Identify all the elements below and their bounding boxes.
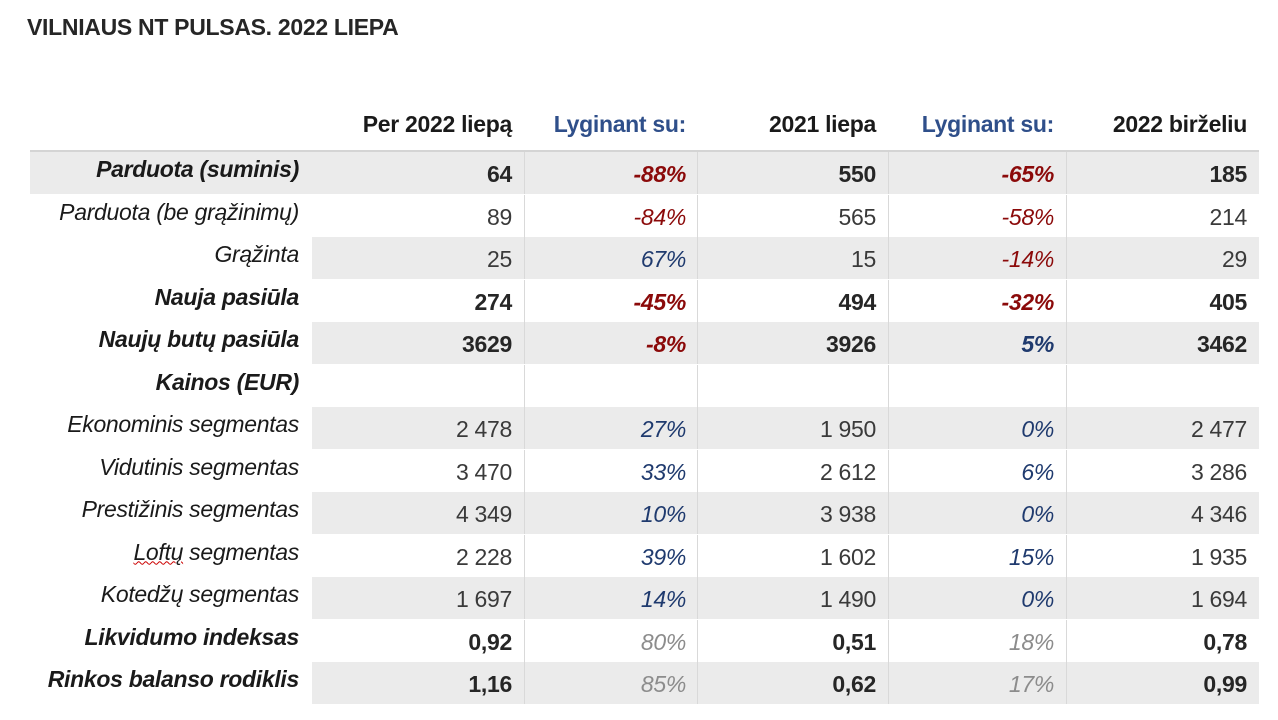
table-row: Vidutinis segmentas 3 470 33% 2 612 6% 3… bbox=[0, 449, 1278, 493]
row-label: Prestižinis segmentas bbox=[81, 496, 300, 522]
row-label: Naujų butų pasiūla bbox=[98, 326, 300, 352]
change-vs-prev-month: 6% bbox=[1021, 458, 1054, 485]
change-vs-prev-year: 27% bbox=[640, 416, 686, 442]
change-vs-prev-month: -58% bbox=[1001, 203, 1055, 230]
section-label: Kainos (EUR) bbox=[155, 368, 300, 395]
change-vs-prev-year: -84% bbox=[633, 203, 687, 230]
value-prev-year: 0,51 bbox=[832, 628, 876, 655]
value-current: 2 478 bbox=[455, 416, 512, 442]
change-vs-prev-month: 5% bbox=[1021, 331, 1054, 357]
change-vs-prev-year: -8% bbox=[645, 331, 686, 357]
change-vs-prev-month: -32% bbox=[1001, 288, 1055, 315]
table-row: Parduota (be grąžinimų) 89 -84% 565 -58%… bbox=[0, 194, 1278, 238]
table-row: Grąžinta 25 67% 15 -14% 29 bbox=[0, 237, 1278, 280]
value-prev-year: 1 602 bbox=[819, 543, 876, 570]
value-prev-month: 1 935 bbox=[1190, 543, 1247, 570]
value-prev-year: 3926 bbox=[826, 331, 876, 357]
change-vs-prev-month: 18% bbox=[1008, 628, 1054, 655]
spellcheck-word: Loftų bbox=[133, 538, 184, 565]
value-prev-month: 214 bbox=[1209, 203, 1248, 230]
value-prev-year: 1 490 bbox=[819, 586, 876, 612]
value-prev-year: 0,62 bbox=[832, 671, 876, 697]
value-prev-month: 405 bbox=[1209, 288, 1248, 315]
col-header-prev-year: 2021 liepa bbox=[769, 111, 876, 137]
change-vs-prev-month: -14% bbox=[1001, 246, 1055, 272]
col-header-current: Per 2022 liepą bbox=[362, 111, 513, 137]
row-label: Likvidumo indeksas bbox=[84, 623, 300, 650]
row-label: Kotedžų segmentas bbox=[100, 581, 300, 607]
table-section-row: Kainos (EUR) bbox=[0, 364, 1278, 408]
change-vs-prev-year: 14% bbox=[640, 586, 686, 612]
table-row: Naujų butų pasiūla 3629 -8% 3926 5% 3462 bbox=[0, 322, 1278, 365]
table-row: Nauja pasiūla 274 -45% 494 -32% 405 bbox=[0, 279, 1278, 323]
data-table: Parduota (suminis) 64 -88% 550 -65% 185 … bbox=[0, 152, 1278, 705]
value-prev-month: 29 bbox=[1222, 246, 1247, 272]
table-row: Likvidumo indeksas 0,92 80% 0,51 18% 0,7… bbox=[0, 619, 1278, 663]
change-vs-prev-year: 80% bbox=[640, 628, 686, 655]
row-label: Grąžinta bbox=[214, 241, 299, 267]
value-current: 25 bbox=[487, 246, 512, 272]
change-vs-prev-year: 39% bbox=[640, 543, 686, 570]
value-prev-month: 185 bbox=[1209, 161, 1248, 187]
table-row: Parduota (suminis) 64 -88% 550 -65% 185 bbox=[0, 152, 1278, 195]
change-vs-prev-year: 67% bbox=[640, 246, 686, 272]
table-row: Prestižinis segmentas 4 349 10% 3 938 0%… bbox=[0, 492, 1278, 535]
change-vs-prev-year: -88% bbox=[633, 161, 687, 187]
row-label: Loftų segmentas bbox=[133, 538, 299, 565]
table-row: Kotedžų segmentas 1 697 14% 1 490 0% 1 6… bbox=[0, 577, 1278, 620]
change-vs-prev-month: -65% bbox=[1001, 161, 1055, 187]
change-vs-prev-year: 85% bbox=[640, 671, 686, 697]
value-current: 3 470 bbox=[455, 458, 512, 485]
page-title: VILNIAUS NT PULSAS. 2022 LIEPA bbox=[27, 14, 399, 40]
row-label: Vidutinis segmentas bbox=[99, 453, 299, 480]
value-prev-month: 2 477 bbox=[1190, 416, 1247, 442]
value-current: 0,92 bbox=[468, 628, 512, 655]
col-header-compare-1: Lyginant su: bbox=[553, 111, 687, 137]
value-prev-year: 494 bbox=[838, 288, 877, 315]
value-prev-month: 0,78 bbox=[1203, 628, 1247, 655]
table-row: Loftų segmentas 2 228 39% 1 602 15% 1 93… bbox=[0, 534, 1278, 578]
value-prev-month: 3462 bbox=[1197, 331, 1247, 357]
value-prev-year: 1 950 bbox=[819, 416, 876, 442]
value-prev-month: 3 286 bbox=[1190, 458, 1247, 485]
value-prev-year: 3 938 bbox=[819, 501, 876, 527]
row-label: Rinkos balanso rodiklis bbox=[47, 666, 300, 692]
value-current: 89 bbox=[487, 203, 512, 230]
col-header-compare-2: Lyginant su: bbox=[921, 111, 1055, 137]
change-vs-prev-year: -45% bbox=[633, 288, 687, 315]
value-current: 1 697 bbox=[455, 586, 512, 612]
value-current: 1,16 bbox=[468, 671, 512, 697]
table-row: Ekonominis segmentas 2 478 27% 1 950 0% … bbox=[0, 407, 1278, 450]
change-vs-prev-month: 0% bbox=[1021, 416, 1054, 442]
row-label: Ekonominis segmentas bbox=[67, 411, 299, 437]
value-prev-year: 15 bbox=[851, 246, 876, 272]
value-prev-year: 565 bbox=[838, 203, 877, 230]
value-current: 2 228 bbox=[455, 543, 512, 570]
change-vs-prev-month: 0% bbox=[1021, 586, 1054, 612]
value-current: 64 bbox=[487, 161, 512, 187]
table-header: Per 2022 liepą Lyginant su: 2021 liepa L… bbox=[0, 106, 1278, 142]
change-vs-prev-month: 15% bbox=[1008, 543, 1054, 570]
col-header-prev-month: 2022 birželiu bbox=[1112, 111, 1247, 137]
value-current: 3629 bbox=[462, 331, 512, 357]
change-vs-prev-year: 33% bbox=[640, 458, 686, 485]
row-label: Parduota (be grąžinimų) bbox=[59, 198, 299, 225]
value-prev-year: 550 bbox=[838, 161, 877, 187]
change-vs-prev-month: 17% bbox=[1008, 671, 1054, 697]
change-vs-prev-month: 0% bbox=[1021, 501, 1054, 527]
row-label: Nauja pasiūla bbox=[154, 283, 300, 310]
value-current: 274 bbox=[474, 288, 513, 315]
value-prev-month: 1 694 bbox=[1190, 586, 1247, 612]
value-prev-month: 0,99 bbox=[1203, 671, 1247, 697]
change-vs-prev-year: 10% bbox=[640, 501, 686, 527]
row-label: Parduota (suminis) bbox=[96, 156, 299, 182]
value-prev-year: 2 612 bbox=[819, 458, 876, 485]
value-prev-month: 4 346 bbox=[1190, 501, 1247, 527]
value-current: 4 349 bbox=[455, 501, 512, 527]
header-separator bbox=[30, 150, 1259, 152]
table-row: Rinkos balanso rodiklis 1,16 85% 0,62 17… bbox=[0, 662, 1278, 705]
